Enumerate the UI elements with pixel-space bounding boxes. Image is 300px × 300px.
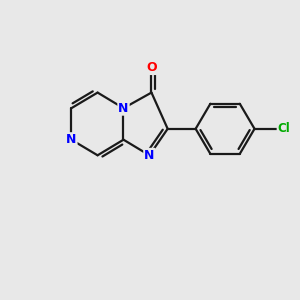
Text: O: O: [146, 61, 157, 74]
Text: N: N: [118, 102, 129, 115]
Text: N: N: [66, 133, 76, 146]
Text: N: N: [144, 149, 154, 162]
Text: Cl: Cl: [278, 122, 290, 135]
